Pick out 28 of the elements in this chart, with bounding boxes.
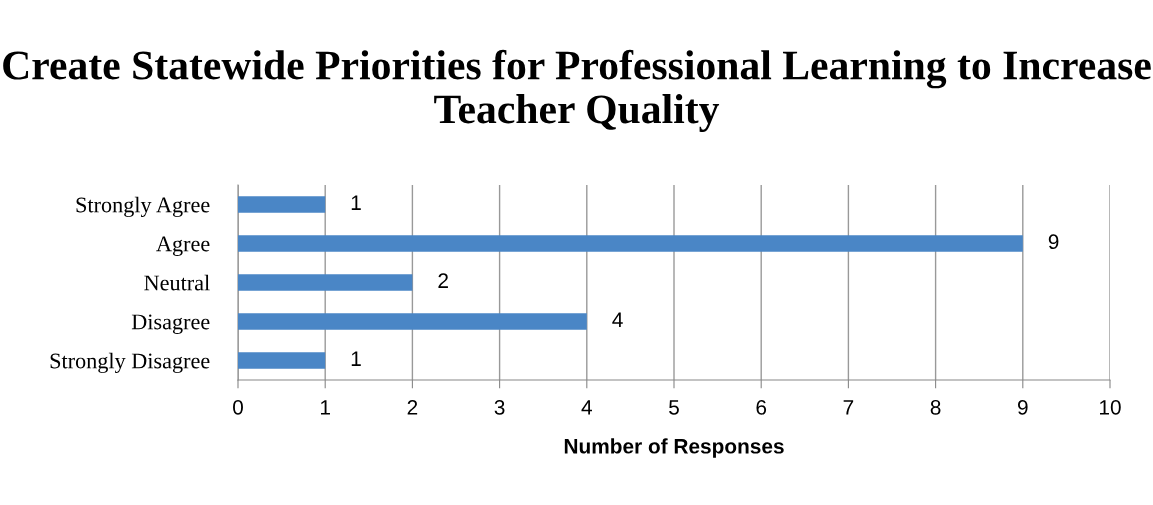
x-tick-label: 1 bbox=[321, 400, 330, 415]
chart-title: Create Statewide Priorities for Professional Learning to Increase Teacher Quality bbox=[3, 49, 1151, 133]
y-tick-label: Disagree bbox=[131, 314, 210, 334]
x-tick-label: 4 bbox=[581, 400, 592, 415]
x-tick-label: 6 bbox=[756, 399, 767, 415]
data-label: 9 bbox=[1048, 234, 1059, 250]
x-tick-label: 5 bbox=[669, 400, 679, 415]
y-tick-label: Strongly Disagree bbox=[50, 352, 210, 374]
y-tick-label: Strongly Agree bbox=[76, 196, 210, 218]
y-tick-label: Neutral bbox=[144, 274, 210, 291]
y-tick-label: Agree bbox=[156, 236, 210, 256]
x-axis-title: Number of Responses bbox=[564, 438, 784, 458]
data-label: 2 bbox=[438, 273, 448, 288]
data-label: 4 bbox=[612, 312, 623, 327]
bar bbox=[238, 274, 413, 291]
data-label: 1 bbox=[351, 351, 361, 366]
bar bbox=[238, 352, 326, 369]
bar bbox=[238, 235, 1023, 252]
x-tick-label: 7 bbox=[843, 400, 854, 415]
x-tick-label: 3 bbox=[494, 399, 505, 415]
x-tick-label: 8 bbox=[930, 399, 941, 415]
bar bbox=[238, 313, 587, 330]
x-tick-label: 10 bbox=[1100, 399, 1121, 415]
bar bbox=[238, 196, 326, 213]
data-label: 1 bbox=[351, 195, 361, 210]
x-tick-label: 2 bbox=[407, 399, 418, 415]
x-tick-label: 9 bbox=[1017, 399, 1028, 415]
x-tick-label: 0 bbox=[233, 399, 243, 415]
